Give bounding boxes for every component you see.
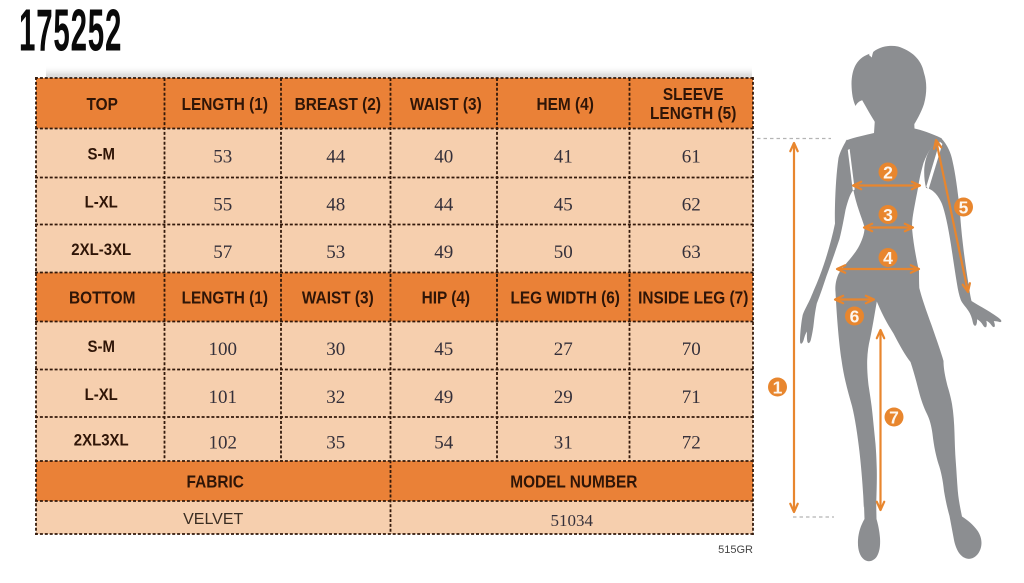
- svg-text:72: 72: [682, 433, 701, 454]
- svg-text:29: 29: [554, 387, 573, 408]
- svg-text:4: 4: [883, 248, 893, 268]
- svg-text:LENGTH (5): LENGTH (5): [650, 104, 736, 123]
- svg-text:53: 53: [326, 242, 345, 263]
- svg-text:49: 49: [434, 387, 453, 408]
- svg-text:102: 102: [209, 433, 238, 454]
- svg-text:27: 27: [554, 339, 573, 360]
- svg-text:53: 53: [213, 147, 232, 168]
- svg-text:45: 45: [554, 195, 573, 216]
- svg-text:515GR: 515GR: [718, 544, 753, 556]
- svg-text:FABRIC: FABRIC: [187, 473, 244, 492]
- svg-text:LEG WIDTH (6): LEG WIDTH (6): [510, 289, 619, 308]
- svg-text:HEM (4): HEM (4): [537, 95, 594, 114]
- svg-text:45: 45: [434, 339, 453, 360]
- svg-text:7: 7: [889, 407, 899, 427]
- svg-text:LENGTH (1): LENGTH (1): [182, 289, 268, 308]
- svg-text:41: 41: [554, 147, 573, 168]
- svg-text:TOP: TOP: [87, 95, 118, 114]
- svg-text:1: 1: [773, 377, 783, 397]
- svg-text:VELVET: VELVET: [183, 511, 243, 528]
- svg-text:49: 49: [434, 242, 453, 263]
- svg-text:35: 35: [326, 433, 345, 454]
- svg-text:BREAST (2): BREAST (2): [295, 95, 381, 114]
- svg-text:30: 30: [326, 339, 345, 360]
- svg-text:2: 2: [883, 162, 893, 182]
- svg-text:57: 57: [213, 242, 232, 263]
- svg-text:70: 70: [682, 339, 701, 360]
- svg-text:44: 44: [326, 147, 346, 168]
- svg-text:48: 48: [326, 195, 345, 216]
- svg-text:101: 101: [209, 387, 238, 408]
- svg-text:62: 62: [682, 195, 701, 216]
- svg-text:S-M: S-M: [87, 338, 114, 356]
- svg-text:2XL3XL: 2XL3XL: [74, 432, 129, 450]
- svg-text:3: 3: [883, 205, 893, 225]
- svg-text:175252: 175252: [19, 0, 122, 63]
- svg-text:54: 54: [434, 433, 454, 454]
- svg-text:61: 61: [682, 147, 701, 168]
- svg-text:HIP (4): HIP (4): [422, 289, 470, 308]
- svg-text:44: 44: [434, 195, 454, 216]
- svg-text:6: 6: [850, 306, 860, 326]
- svg-text:50: 50: [554, 242, 573, 263]
- svg-text:100: 100: [209, 339, 238, 360]
- svg-text:31: 31: [554, 433, 573, 454]
- svg-text:WAIST (3): WAIST (3): [302, 289, 374, 308]
- svg-text:MODEL NUMBER: MODEL NUMBER: [510, 473, 637, 492]
- svg-text:55: 55: [213, 195, 232, 216]
- svg-text:LENGTH (1): LENGTH (1): [182, 95, 268, 114]
- svg-text:40: 40: [434, 147, 453, 168]
- svg-text:L-XL: L-XL: [85, 194, 118, 212]
- svg-text:71: 71: [682, 387, 701, 408]
- svg-text:INSIDE LEG (7): INSIDE LEG (7): [638, 289, 748, 308]
- svg-text:32: 32: [326, 387, 345, 408]
- svg-text:2XL-3XL: 2XL-3XL: [71, 241, 131, 259]
- svg-text:WAIST (3): WAIST (3): [410, 95, 482, 114]
- svg-text:63: 63: [682, 242, 701, 263]
- svg-text:BOTTOM: BOTTOM: [69, 289, 135, 308]
- svg-text:5: 5: [959, 197, 969, 217]
- svg-text:SLEEVE: SLEEVE: [663, 85, 724, 104]
- svg-text:L-XL: L-XL: [85, 386, 118, 404]
- svg-text:51034: 51034: [551, 511, 594, 530]
- svg-text:S-M: S-M: [87, 146, 114, 164]
